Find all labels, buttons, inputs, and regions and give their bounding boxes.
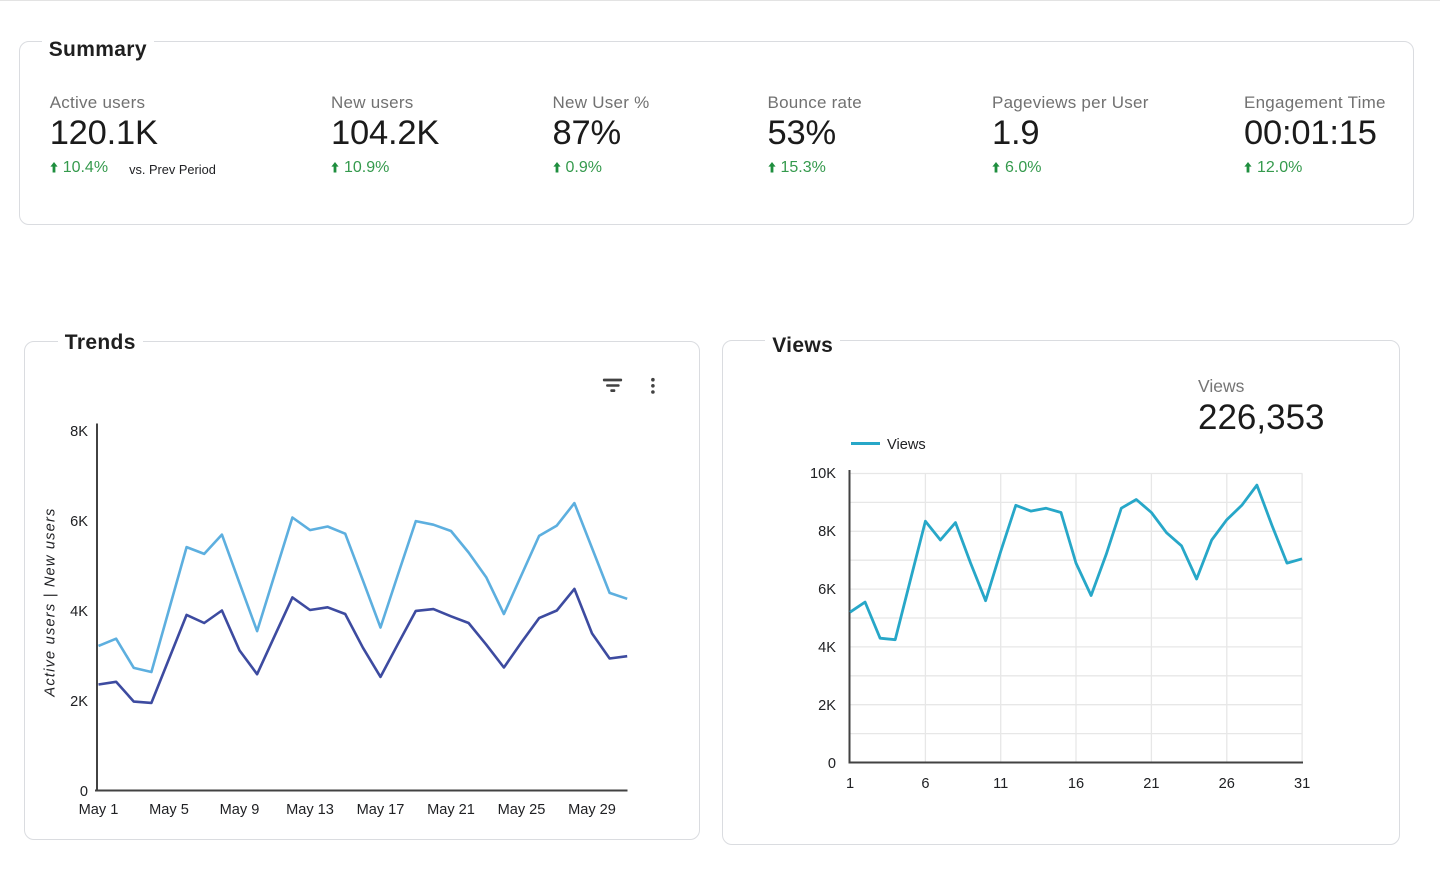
svg-text:May 9: May 9 [220, 802, 260, 818]
svg-text:0: 0 [828, 756, 836, 772]
svg-text:Views: Views [887, 437, 926, 453]
svg-text:16: 16 [1068, 776, 1084, 792]
svg-text:2K: 2K [818, 698, 836, 714]
svg-text:0: 0 [80, 784, 88, 800]
svg-text:Active users | New users: Active users | New users [43, 507, 59, 697]
svg-text:26: 26 [1219, 776, 1235, 792]
svg-text:4K: 4K [70, 604, 88, 620]
svg-text:May 25: May 25 [498, 802, 546, 818]
svg-text:11: 11 [993, 776, 1008, 792]
svg-text:10K: 10K [810, 466, 836, 482]
svg-text:6K: 6K [818, 582, 836, 598]
svg-text:21: 21 [1143, 776, 1159, 792]
svg-text:6: 6 [921, 776, 929, 792]
svg-text:May 1: May 1 [79, 802, 119, 818]
svg-text:8K: 8K [818, 524, 836, 540]
svg-text:1: 1 [846, 776, 854, 792]
svg-text:May 29: May 29 [568, 802, 616, 818]
svg-text:31: 31 [1294, 776, 1310, 792]
svg-text:6K: 6K [70, 514, 88, 530]
svg-text:8K: 8K [70, 424, 88, 440]
svg-text:May 5: May 5 [149, 802, 189, 818]
svg-text:2K: 2K [70, 694, 88, 710]
svg-text:4K: 4K [818, 640, 836, 656]
svg-text:May 21: May 21 [427, 802, 475, 818]
svg-text:226,353: 226,353 [1198, 398, 1325, 437]
svg-text:May 17: May 17 [357, 802, 405, 818]
svg-text:May 13: May 13 [286, 802, 334, 818]
svg-text:Views: Views [1198, 376, 1245, 396]
